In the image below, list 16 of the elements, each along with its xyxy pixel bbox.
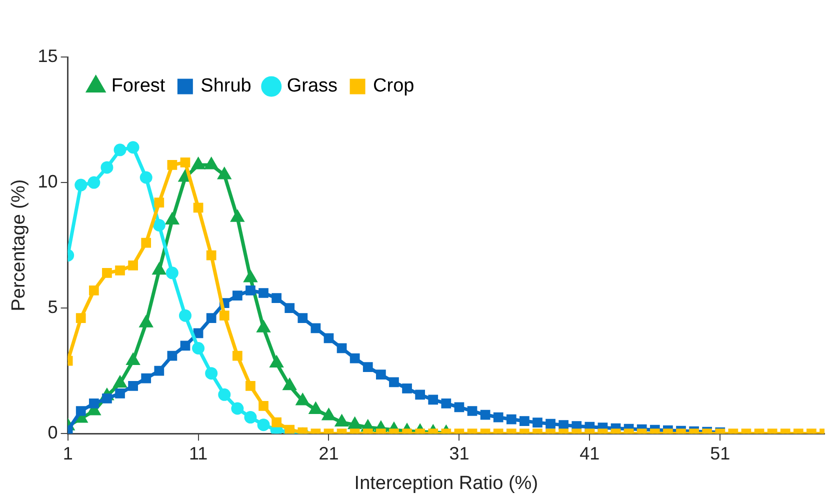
legend-label: Forest bbox=[111, 76, 166, 97]
y-tick-label: 0 bbox=[48, 422, 58, 443]
x-tick-label: 31 bbox=[449, 443, 470, 464]
x-tick-label: 1 bbox=[62, 443, 73, 464]
legend-label: Shrub bbox=[200, 76, 252, 97]
y-tick-label: 5 bbox=[48, 297, 58, 318]
x-tick-label: 21 bbox=[318, 443, 339, 464]
x-tick-label: 11 bbox=[188, 443, 208, 464]
y-axis-title: Percentage (%) bbox=[8, 179, 30, 312]
x-axis-title: Interception Ratio (%) bbox=[354, 472, 538, 494]
y-tick-label: 10 bbox=[38, 172, 58, 192]
y-tick-label: 15 bbox=[38, 46, 58, 66]
x-tick-label: 51 bbox=[710, 443, 730, 464]
legend-label: Crop bbox=[373, 76, 414, 97]
x-tick-label: 41 bbox=[580, 443, 600, 464]
legend-label: Grass bbox=[286, 76, 338, 97]
